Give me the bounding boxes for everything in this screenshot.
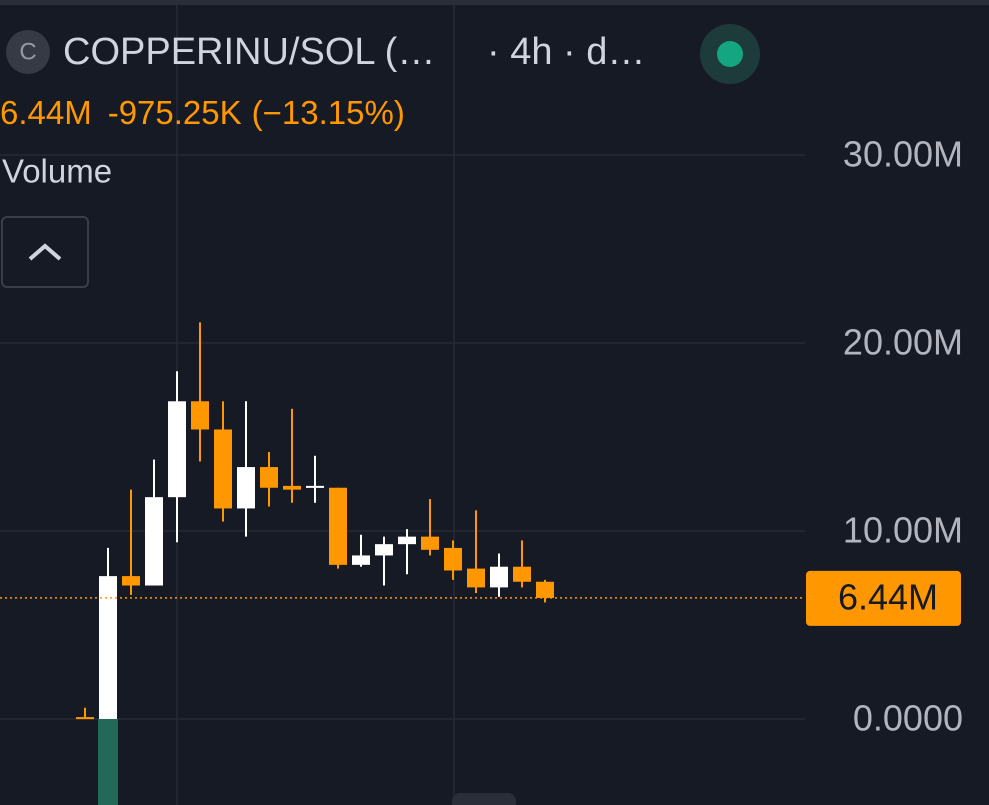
candle-body — [375, 544, 393, 556]
y-tick-label: 10.00M — [843, 510, 963, 551]
y-tick-label: 30.00M — [843, 134, 963, 175]
y-tick-label: 20.00M — [843, 322, 963, 363]
grid — [0, 154, 805, 720]
status-dot — [717, 41, 743, 67]
candle-body — [536, 581, 554, 598]
candle-body — [168, 401, 186, 498]
candle-body — [191, 401, 209, 430]
candle-body — [329, 487, 347, 565]
symbol-title[interactable]: COPPERINU/SOL (… — [63, 31, 435, 73]
last-value-label: 6.44M — [838, 576, 938, 617]
candle-body — [283, 485, 301, 490]
change: -975.25K — [108, 94, 242, 131]
plot — [0, 322, 805, 720]
candle-body — [214, 429, 232, 509]
candle-body — [444, 547, 462, 571]
y-axis: 0.0000 10.00M 20.00M 30.00M 6.44M — [806, 134, 963, 739]
candle-body — [99, 576, 117, 719]
candle-body — [513, 566, 531, 582]
candle-body — [260, 467, 278, 488]
change-row: 6.44M -975.25K (−13.15%) — [0, 94, 405, 131]
top-strip — [0, 0, 989, 5]
candle-body — [398, 536, 416, 545]
candle-body — [122, 576, 140, 586]
candle-body — [421, 536, 439, 550]
candle-body — [490, 566, 508, 588]
y-tick-label: 0.0000 — [853, 698, 963, 739]
series-label: Volume — [2, 153, 112, 190]
candle-body — [76, 717, 94, 720]
change-percent: (−13.15%) — [252, 94, 405, 131]
symbol-icon — [6, 30, 50, 74]
interval[interactable]: · 4h · d… — [487, 31, 645, 73]
last-value: 6.44M — [0, 94, 92, 131]
volume-bar — [98, 719, 118, 805]
last-value-tag — [806, 570, 961, 626]
candle-body — [306, 485, 324, 488]
collapse-button[interactable] — [1, 216, 89, 288]
candle-body — [352, 555, 370, 565]
candle-body — [237, 467, 255, 509]
symbol-icon-label: C — [19, 38, 36, 65]
candle-body — [145, 497, 163, 586]
collapse-icon — [28, 243, 62, 261]
candle-body — [467, 568, 485, 588]
scroll-handle[interactable] — [452, 793, 516, 805]
